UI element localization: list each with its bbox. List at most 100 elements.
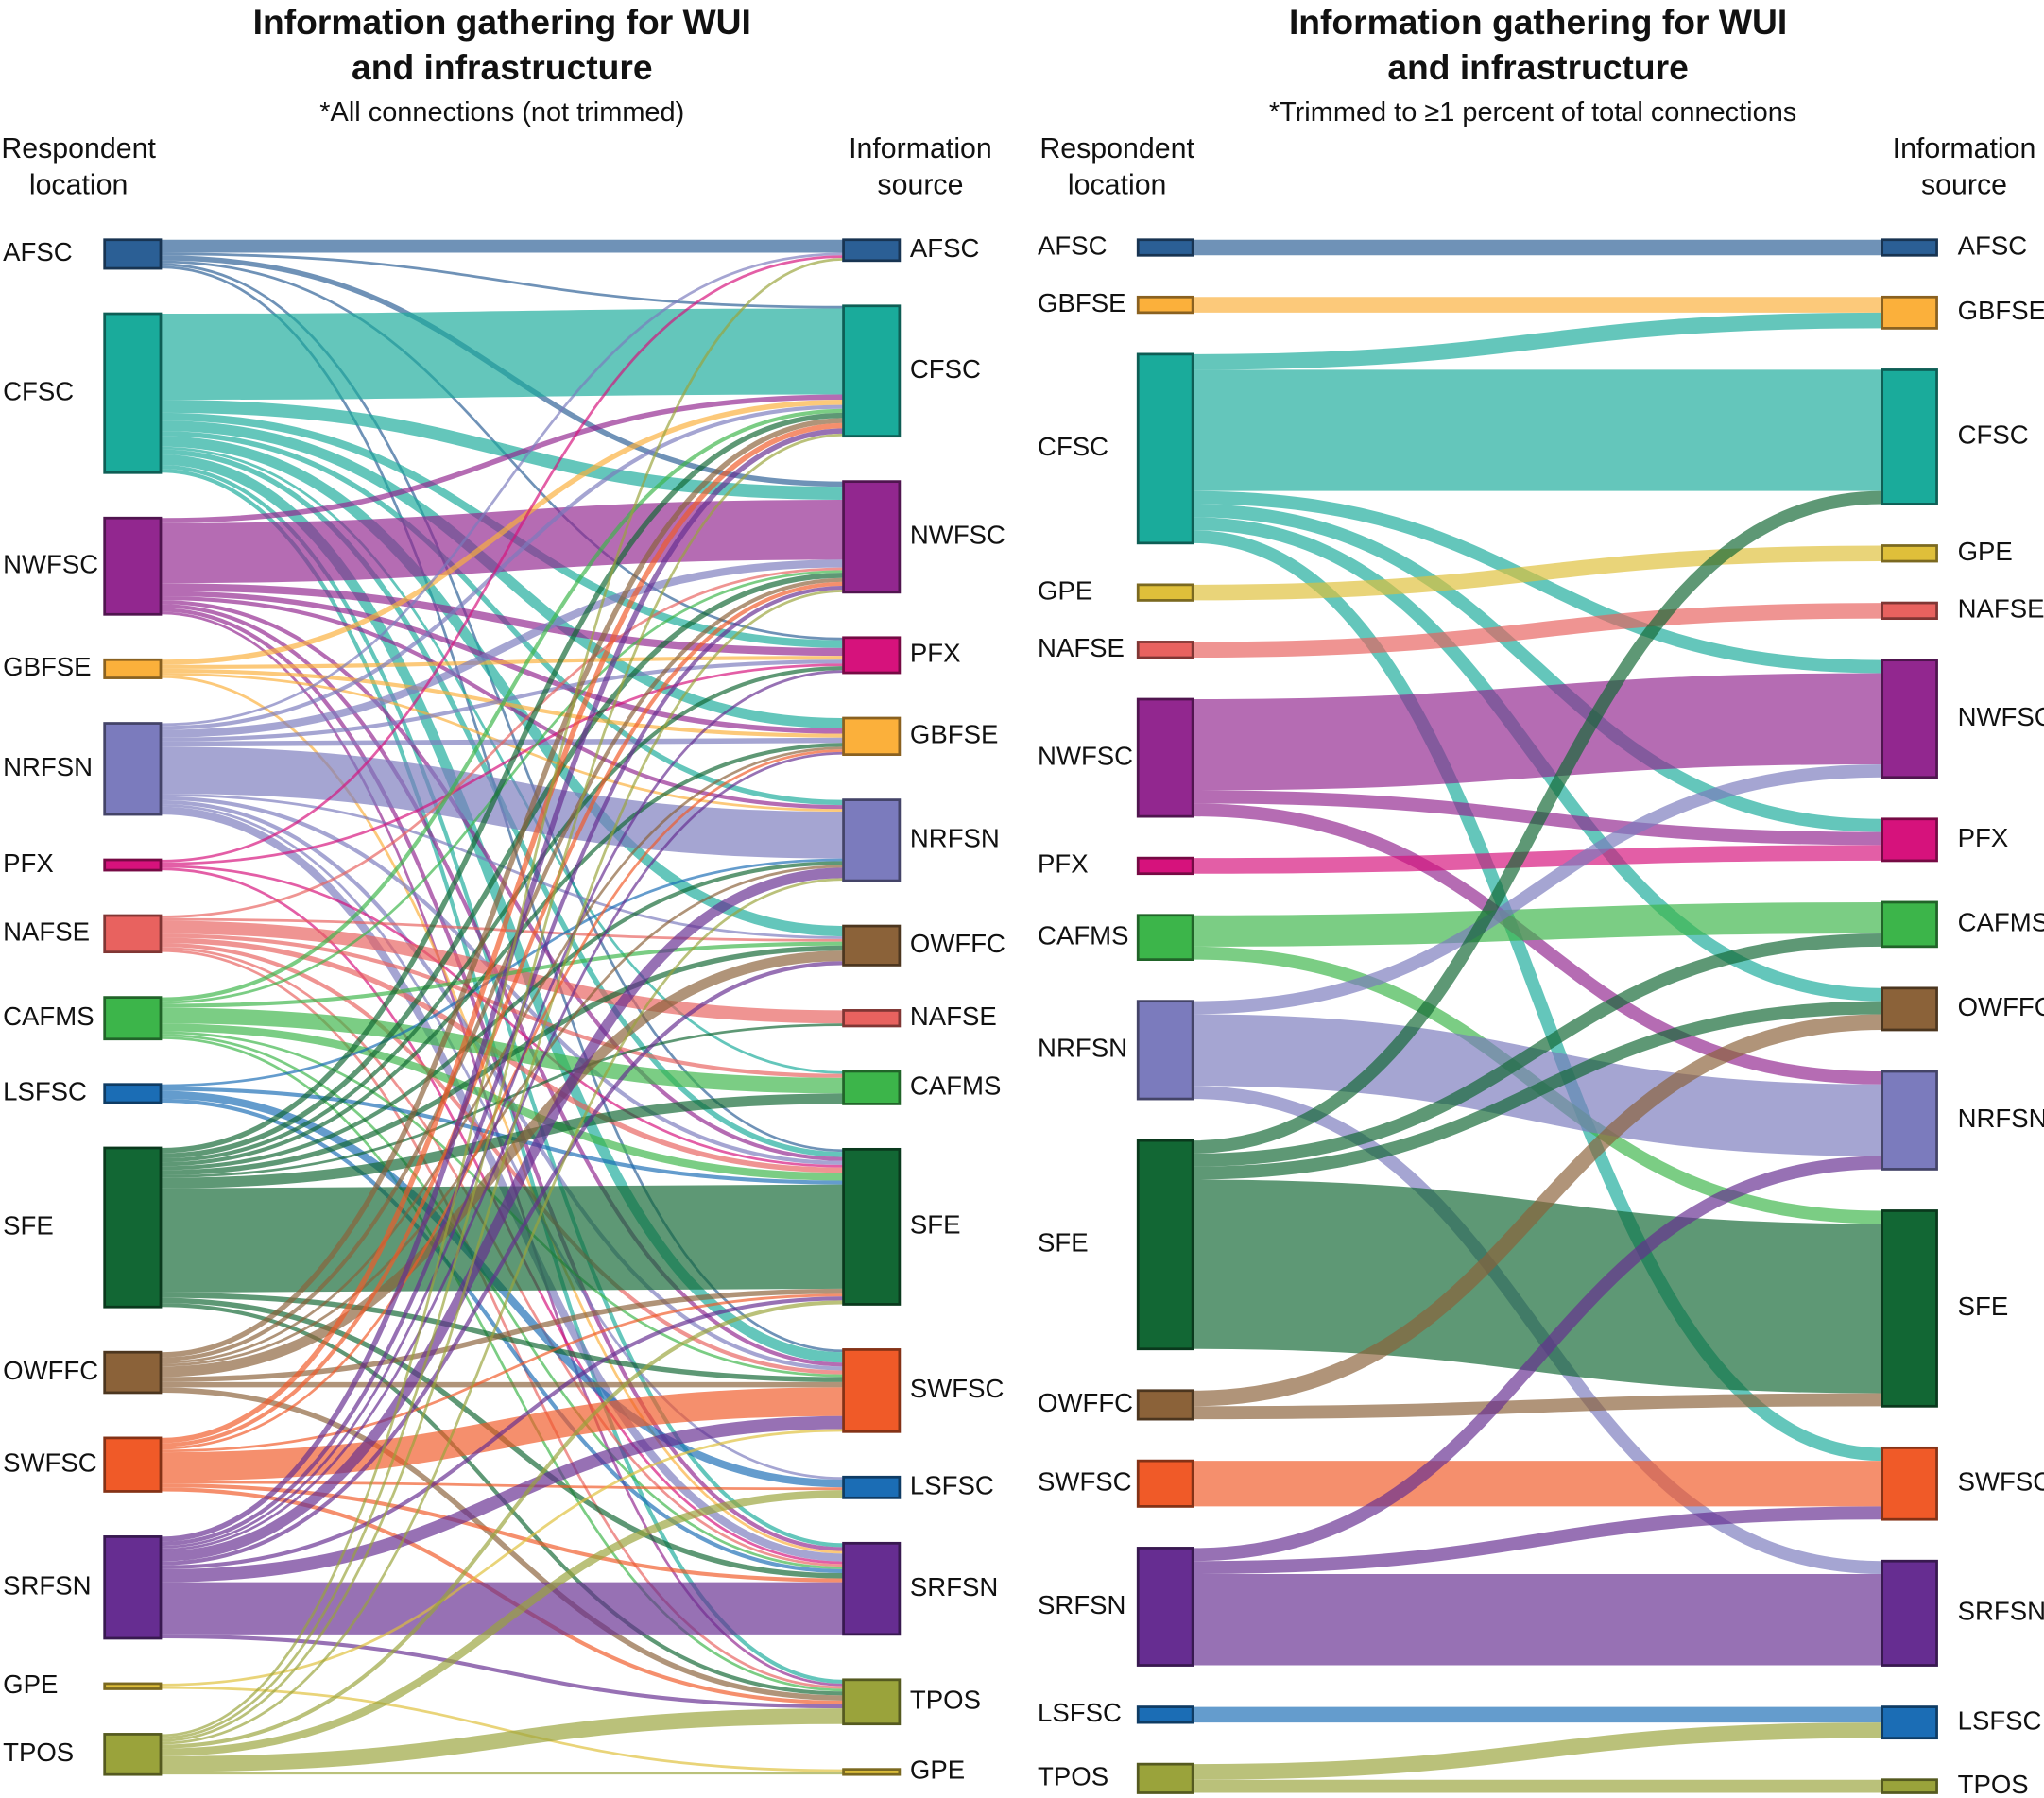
target-node-pfx[interactable] — [842, 636, 902, 675]
target-node-sfe[interactable] — [1881, 1209, 1938, 1408]
source-node-nrfsn[interactable] — [1136, 1000, 1194, 1101]
source-node-swfsc[interactable] — [103, 1436, 163, 1493]
source-node-lsfsc[interactable] — [103, 1083, 163, 1104]
link-swfsc-to-nwfsc[interactable] — [160, 581, 844, 1447]
link-cfsc-to-gbfse[interactable] — [1193, 312, 1882, 370]
link-srfsn-to-swfsc[interactable] — [160, 1415, 844, 1583]
target-node-srfsn[interactable] — [1881, 1559, 1938, 1667]
link-sfe-to-owffc[interactable] — [1193, 1001, 1882, 1180]
source-node-tpos[interactable] — [1136, 1762, 1194, 1794]
source-node-cfsc[interactable] — [1136, 352, 1194, 545]
target-node-pfx[interactable] — [1881, 817, 1938, 863]
target-node-nafse[interactable] — [842, 1009, 902, 1028]
link-swfsc-to-cfsc[interactable] — [160, 422, 844, 1444]
link-tpos-to-sfe[interactable] — [160, 1300, 844, 1749]
link-tpos-to-afsc[interactable] — [160, 258, 844, 1738]
source-node-pfx[interactable] — [1136, 856, 1194, 876]
link-srfsn-to-tpos[interactable] — [160, 1634, 844, 1709]
link-gbfse-to-pfx[interactable] — [160, 656, 844, 669]
link-srfsn-to-owffc[interactable] — [160, 961, 844, 1566]
source-node-sfe[interactable] — [103, 1146, 163, 1309]
link-sfe-to-cfsc[interactable] — [1193, 490, 1882, 1154]
source-node-nrfsn[interactable] — [103, 722, 163, 816]
link-swfsc-to-lsfsc[interactable] — [160, 1481, 844, 1491]
source-node-srfsn[interactable] — [1136, 1547, 1194, 1667]
link-owffc-to-nwfsc[interactable] — [160, 577, 844, 1361]
source-node-cfsc[interactable] — [103, 312, 163, 474]
link-swfsc-to-gbfse[interactable] — [160, 749, 844, 1450]
link-srfsn-to-gbfse[interactable] — [160, 751, 844, 1551]
target-node-gpe[interactable] — [1881, 544, 1938, 563]
link-sfe-to-cafms[interactable] — [1193, 933, 1882, 1167]
link-owffc-to-sfe[interactable] — [160, 1288, 844, 1382]
source-node-owffc[interactable] — [103, 1350, 163, 1395]
link-sfe-to-pfx[interactable] — [160, 666, 844, 1163]
link-srfsn-to-cfsc[interactable] — [160, 428, 844, 1542]
target-node-tpos[interactable] — [1881, 1778, 1938, 1794]
source-node-srfsn[interactable] — [103, 1535, 163, 1640]
source-node-owffc[interactable] — [1136, 1389, 1194, 1421]
source-node-gpe[interactable] — [1136, 583, 1194, 602]
link-cfsc-to-gbfse[interactable] — [160, 420, 844, 729]
link-srfsn-to-pfx[interactable] — [160, 670, 844, 1549]
link-nwfsc-to-cfsc[interactable] — [160, 394, 844, 523]
target-node-nafse[interactable] — [1881, 601, 1938, 621]
target-node-cafms[interactable] — [1881, 900, 1938, 949]
target-node-afsc[interactable] — [842, 238, 902, 263]
link-owffc-to-nrfsn[interactable] — [160, 865, 844, 1367]
link-cafms-to-tpos[interactable] — [160, 1036, 844, 1692]
link-owffc-to-owffc[interactable] — [1193, 1014, 1882, 1407]
link-tpos-to-cfsc[interactable] — [160, 433, 844, 1739]
link-srfsn-to-nwfsc[interactable] — [160, 585, 844, 1547]
target-node-sfe[interactable] — [842, 1147, 902, 1306]
link-sfe-to-gbfse[interactable] — [160, 743, 844, 1167]
target-node-nwfsc[interactable] — [842, 480, 902, 594]
link-srfsn-to-nrfsn[interactable] — [160, 867, 844, 1562]
link-tpos-to-nwfsc[interactable] — [160, 590, 844, 1742]
link-gpe-to-gpe[interactable] — [160, 1686, 844, 1772]
target-node-swfsc[interactable] — [842, 1348, 902, 1433]
target-node-gbfse[interactable] — [842, 716, 902, 757]
target-node-swfsc[interactable] — [1881, 1446, 1938, 1521]
link-tpos-to-nrfsn[interactable] — [160, 878, 844, 1745]
link-tpos-to-tpos[interactable] — [160, 1708, 844, 1772]
target-node-lsfsc[interactable] — [1881, 1705, 1938, 1740]
target-node-nwfsc[interactable] — [1881, 659, 1938, 779]
target-node-lsfsc[interactable] — [842, 1475, 902, 1499]
source-node-lsfsc[interactable] — [1136, 1705, 1194, 1724]
link-nrfsn-to-nwfsc[interactable] — [1193, 763, 1882, 1015]
link-nafse-to-cafms[interactable] — [160, 933, 844, 1078]
target-node-afsc[interactable] — [1881, 238, 1938, 257]
source-node-nafse[interactable] — [103, 914, 163, 954]
link-cfsc-to-cfsc[interactable] — [160, 308, 844, 401]
source-node-sfe[interactable] — [1136, 1139, 1194, 1351]
link-sfe-to-nwfsc[interactable] — [160, 573, 844, 1159]
link-pfx-to-pfx[interactable] — [1193, 845, 1882, 874]
source-node-nafse[interactable] — [1136, 641, 1194, 659]
target-node-srfsn[interactable] — [842, 1541, 902, 1636]
link-nrfsn-to-pfx[interactable] — [160, 659, 844, 742]
source-node-afsc[interactable] — [1136, 238, 1194, 257]
link-nwfsc-to-nrfsn[interactable] — [1193, 803, 1882, 1085]
link-gbfse-to-cfsc[interactable] — [160, 400, 844, 665]
source-node-nwfsc[interactable] — [103, 516, 163, 616]
link-cfsc-to-pfx[interactable] — [1193, 504, 1882, 832]
link-tpos-to-lsfsc[interactable] — [160, 1490, 844, 1756]
link-srfsn-to-sfe[interactable] — [160, 1296, 844, 1569]
link-cafms-to-owffc[interactable] — [160, 941, 844, 1008]
target-node-gpe[interactable] — [842, 1768, 902, 1776]
link-swfsc-to-sfe[interactable] — [160, 1293, 844, 1453]
source-node-cafms[interactable] — [1136, 914, 1194, 962]
link-cafms-to-srfsn[interactable] — [160, 1034, 844, 1569]
link-sfe-to-cfsc[interactable] — [160, 412, 844, 1154]
link-nrfsn-to-nwfsc[interactable] — [160, 559, 844, 738]
link-nrfsn-to-afsc[interactable] — [160, 252, 844, 727]
link-srfsn-to-swfsc[interactable] — [1193, 1506, 1882, 1575]
link-cafms-to-cfsc[interactable] — [160, 408, 844, 1002]
link-cafms-to-cafms[interactable] — [160, 1007, 844, 1094]
link-srfsn-to-nrfsn[interactable] — [1193, 1156, 1882, 1562]
source-node-afsc[interactable] — [103, 238, 163, 270]
link-nafse-to-nafse[interactable] — [1193, 603, 1882, 658]
link-nwfsc-to-nwfsc[interactable] — [160, 499, 844, 584]
link-nafse-to-tpos[interactable] — [160, 949, 844, 1689]
